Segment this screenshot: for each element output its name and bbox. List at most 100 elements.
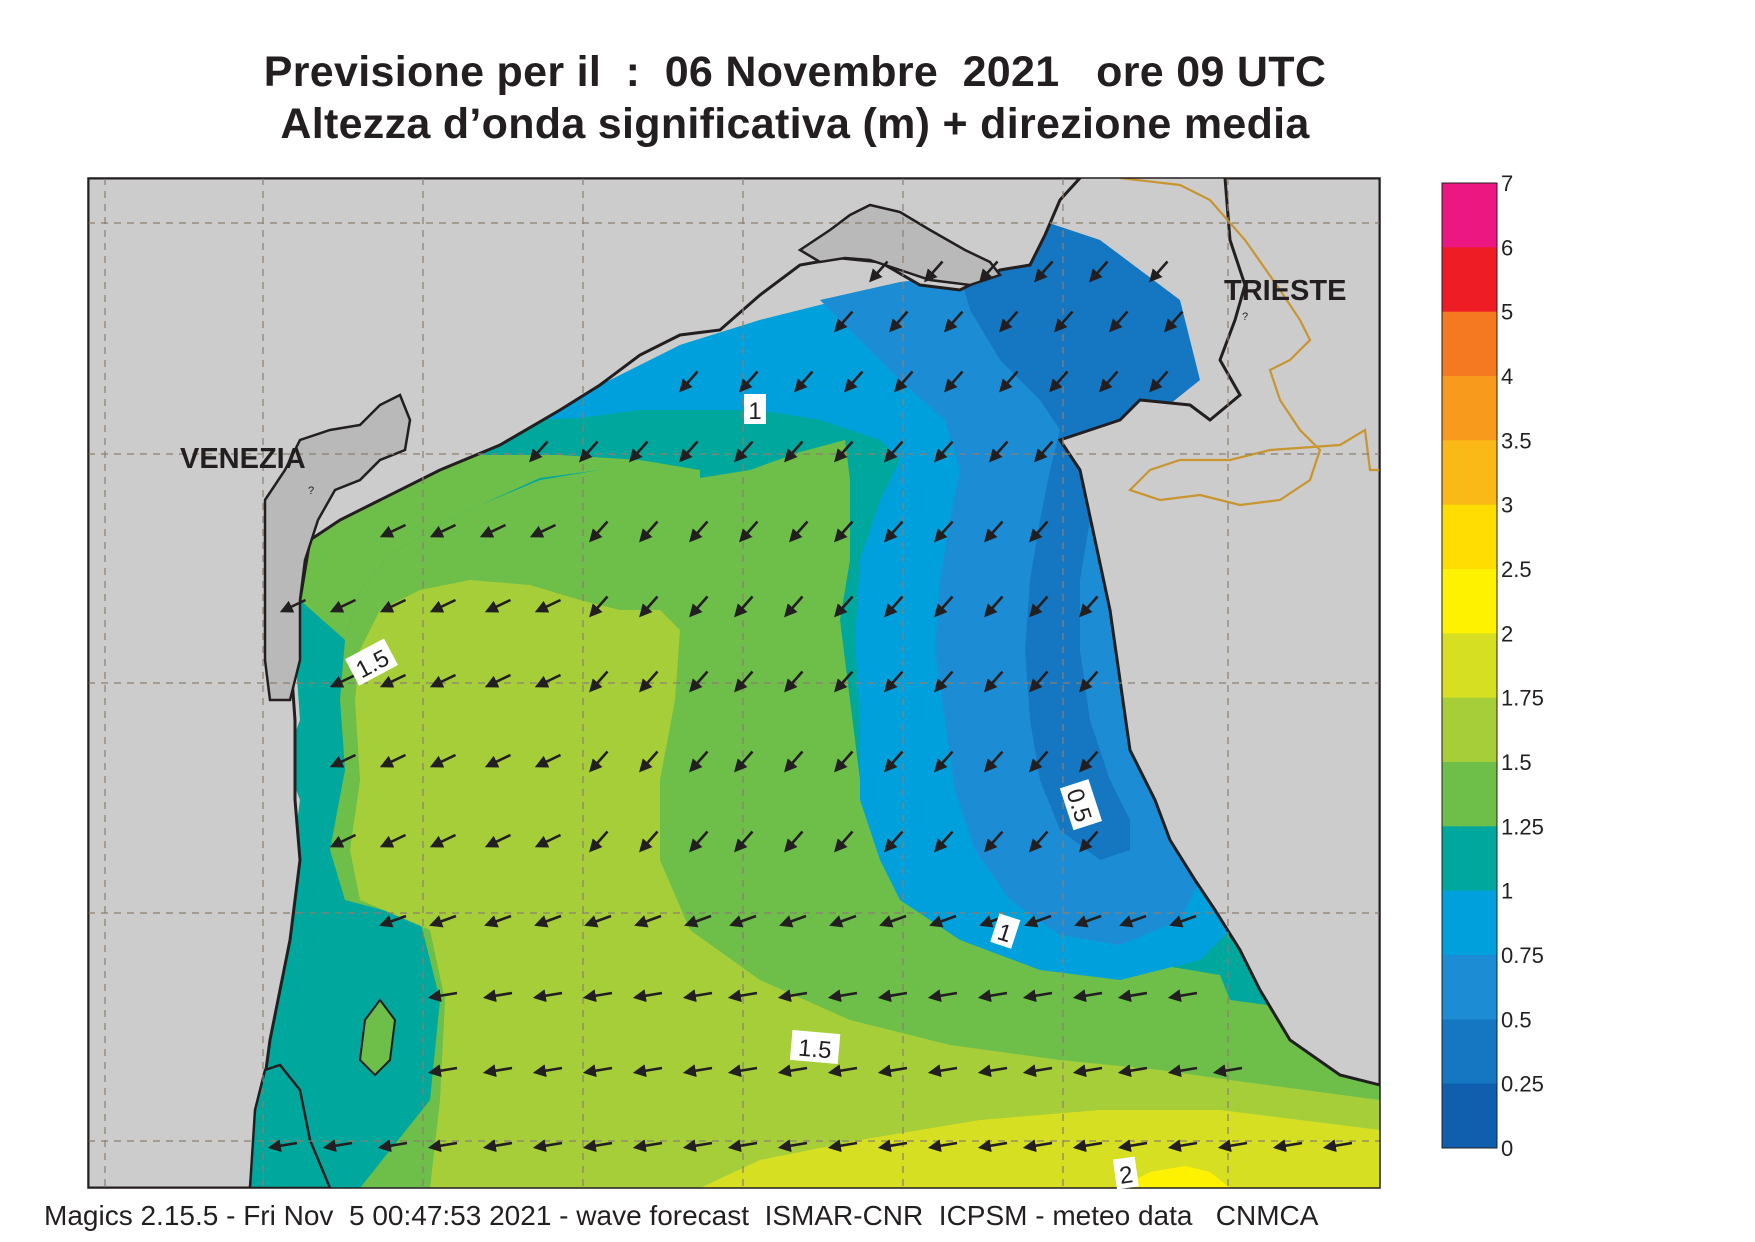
- contour-label: 1: [990, 913, 1021, 949]
- wave-arrow: [329, 833, 357, 848]
- wave-arrow: [329, 753, 357, 768]
- map-plot-area: [88, 178, 1380, 1188]
- colorbar-swatch: [1442, 376, 1497, 441]
- wave-arrow: [834, 520, 854, 543]
- wave-direction-arrows: [267, 260, 1353, 1153]
- wave-arrow: [894, 370, 914, 393]
- wave-arrow: [1022, 1139, 1053, 1153]
- wave-arrow: [484, 673, 512, 688]
- colorbar-swatch: [1442, 247, 1497, 313]
- wave-arrow: [929, 914, 957, 928]
- wave-arrow: [379, 914, 407, 928]
- wave-arrow: [734, 440, 754, 463]
- colorbar-swatch: [1442, 440, 1497, 506]
- wave-arrow: [827, 1139, 858, 1153]
- wave-arrow: [927, 1139, 958, 1153]
- wave-arrow: [482, 989, 513, 1003]
- wave-arrow: [1079, 670, 1099, 693]
- wave-arrow: [689, 595, 709, 618]
- wave-arrow: [689, 520, 709, 543]
- sea-coastal-teal-south: [248, 1063, 332, 1188]
- wave-arrow: [682, 1064, 713, 1078]
- wave-arrow: [639, 520, 659, 543]
- land-north-lagoon: [797, 203, 1003, 287]
- wave-arrow: [632, 1139, 663, 1153]
- wave-arrow: [1149, 260, 1169, 283]
- wave-arrow: [1167, 1139, 1198, 1153]
- wave-arrow: [934, 670, 954, 693]
- wave-arrow: [784, 670, 804, 693]
- wave-arrow: [639, 750, 659, 773]
- wave-arrow: [529, 440, 549, 463]
- sea-band-1.75-2: [700, 1110, 1380, 1188]
- colorbar-tick-label: 3.5: [1501, 428, 1532, 453]
- wave-arrow: [1022, 1064, 1053, 1078]
- colorbar-swatch: [1442, 504, 1497, 570]
- wave-arrow: [934, 440, 954, 463]
- wave-arrow: [582, 1064, 613, 1078]
- colorbar-tick-label: 1.75: [1501, 686, 1544, 711]
- wave-arrow: [1074, 914, 1102, 928]
- wave-arrow: [584, 914, 612, 928]
- colorbar-swatch: [1442, 183, 1497, 248]
- wave-arrow: [877, 1139, 908, 1153]
- wave-arrow: [844, 370, 864, 393]
- wave-arrow: [529, 523, 557, 538]
- wave-arrow: [1169, 914, 1197, 928]
- wave-arrow: [739, 370, 759, 393]
- wave-arrow: [777, 989, 808, 1003]
- land-venice-lagoon: [263, 393, 412, 702]
- colorbar-tick-label: 4: [1501, 364, 1513, 389]
- wave-arrow: [1117, 989, 1148, 1003]
- wave-arrow: [589, 670, 609, 693]
- wave-arrow: [999, 310, 1019, 333]
- wave-arrow: [984, 750, 1004, 773]
- wave-arrow: [534, 914, 562, 928]
- wave-arrow: [984, 595, 1004, 618]
- wave-arrow: [927, 989, 958, 1003]
- wave-arrow: [979, 260, 999, 283]
- wave-arrow: [884, 750, 904, 773]
- colorbar-frame: [1441, 182, 1498, 1149]
- wave-arrow: [877, 1064, 908, 1078]
- wave-arrow: [427, 989, 458, 1003]
- wave-arrow: [834, 750, 854, 773]
- sea-band-1.25-1.5-upper: [300, 455, 700, 640]
- wave-arrow: [834, 440, 854, 463]
- sea-band-0.25-0.5: [950, 220, 1200, 860]
- wave-arrow: [977, 1139, 1008, 1153]
- wave-arrow: [1217, 1139, 1248, 1153]
- colorbar-tick-label: 0: [1501, 1136, 1513, 1161]
- wave-arrow: [999, 370, 1019, 393]
- wave-arrow: [429, 914, 457, 928]
- wave-arrow: [629, 440, 649, 463]
- svg-text:2: 2: [1118, 1161, 1135, 1190]
- colorbar-tick-label: 1: [1501, 879, 1513, 904]
- wave-arrow: [984, 670, 1004, 693]
- colorbar-swatch: [1442, 311, 1497, 377]
- colorbar-tick-label: 5: [1501, 300, 1513, 325]
- wave-arrow: [379, 673, 407, 688]
- wave-arrow: [734, 750, 754, 773]
- wave-arrow: [1167, 989, 1198, 1003]
- wave-arrow: [739, 520, 759, 543]
- wave-arrow: [532, 1139, 563, 1153]
- wave-arrow: [1072, 1064, 1103, 1078]
- wave-arrow: [582, 989, 613, 1003]
- wave-arrow: [429, 833, 457, 848]
- wave-arrow: [934, 750, 954, 773]
- wave-arrow: [1089, 260, 1109, 283]
- national-border: [1119, 178, 1380, 507]
- wave-arrow: [427, 1139, 458, 1153]
- wave-arrow: [784, 440, 804, 463]
- colorbar-tick-label: 0.5: [1501, 1007, 1532, 1032]
- wave-arrow: [1072, 989, 1103, 1003]
- wave-arrow: [829, 914, 857, 928]
- wave-arrow: [934, 520, 954, 543]
- place-marker-trieste: ?: [1242, 311, 1248, 323]
- wave-arrow: [927, 1064, 958, 1078]
- wave-arrow: [532, 989, 563, 1003]
- colorbar-swatch: [1442, 890, 1497, 956]
- wave-arrow: [1029, 830, 1049, 853]
